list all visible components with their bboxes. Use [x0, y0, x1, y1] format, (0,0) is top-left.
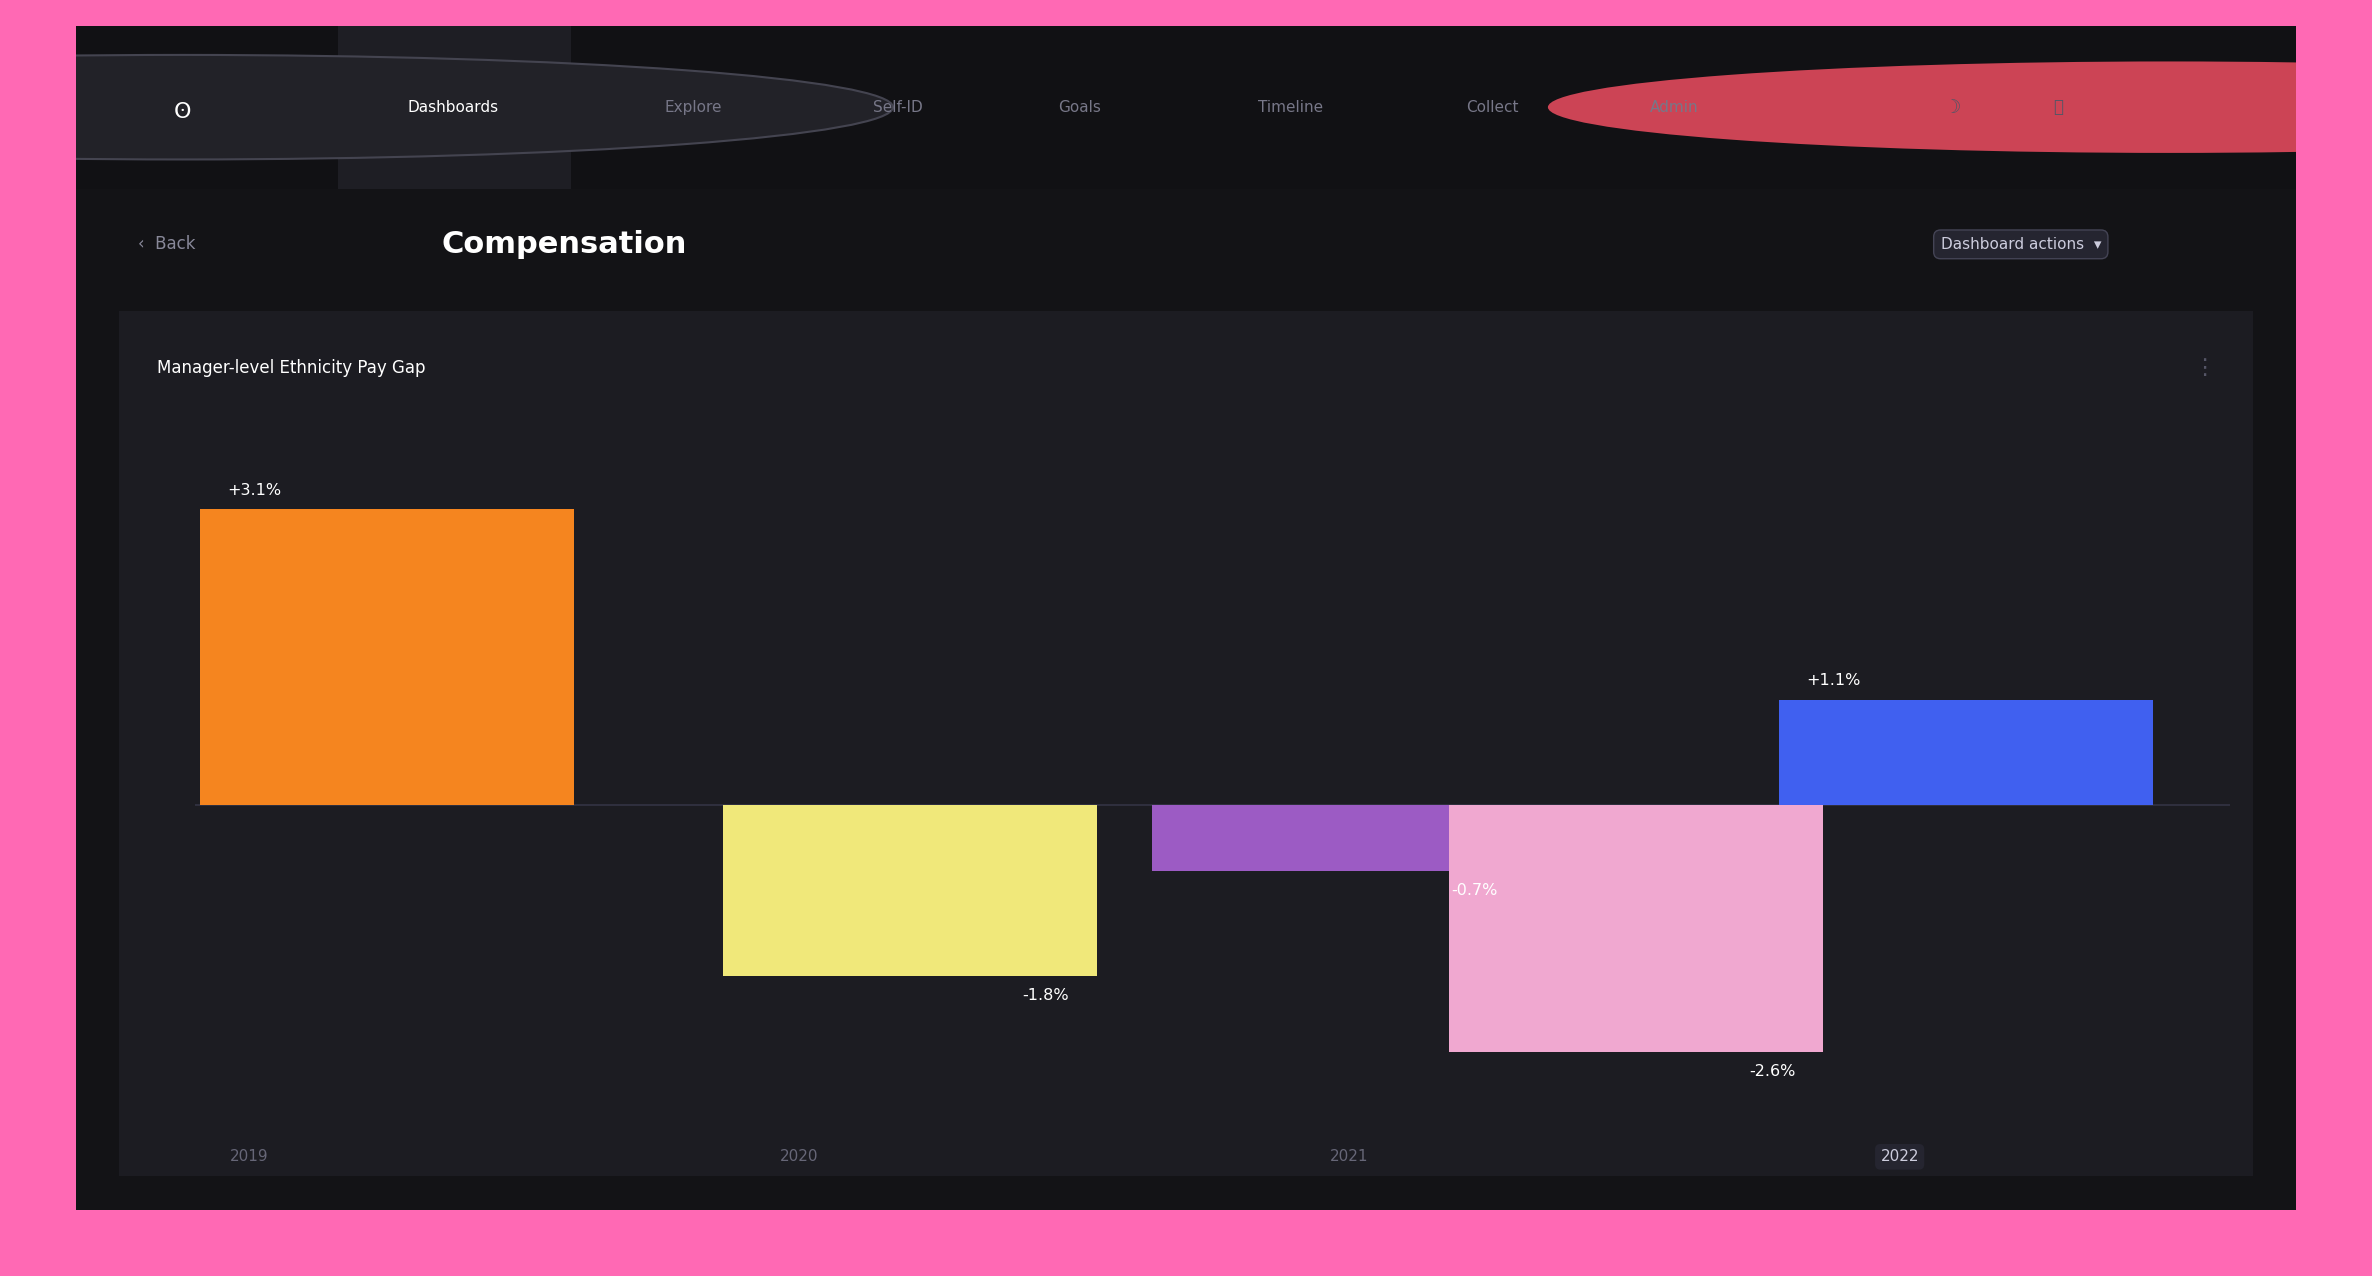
- Text: ⋮: ⋮: [2192, 357, 2215, 378]
- Bar: [723, 805, 1096, 976]
- Text: ʘ: ʘ: [173, 102, 192, 122]
- Text: -1.8%: -1.8%: [1022, 988, 1070, 1003]
- Text: Asian: Asian: [1411, 413, 1445, 426]
- Text: ☽: ☽: [1943, 98, 1962, 116]
- Bar: [1150, 805, 1525, 872]
- Text: 🔔: 🔔: [2054, 98, 2064, 116]
- Text: +1.1%: +1.1%: [1805, 674, 1860, 689]
- Text: Compensation: Compensation: [441, 230, 688, 259]
- Circle shape: [1549, 61, 2372, 153]
- Text: Explore: Explore: [664, 100, 721, 115]
- Text: +3.1%: +3.1%: [228, 482, 282, 498]
- Text: Manager-level Ethnicity Pay Gap: Manager-level Ethnicity Pay Gap: [157, 359, 425, 376]
- Text: -2.6%: -2.6%: [1748, 1064, 1796, 1079]
- Text: Timeline: Timeline: [1257, 100, 1324, 115]
- Bar: [1779, 699, 2154, 805]
- Text: Self-ID: Self-ID: [873, 100, 923, 115]
- FancyBboxPatch shape: [337, 26, 572, 189]
- Circle shape: [0, 55, 892, 160]
- Text: Goals: Goals: [1058, 100, 1101, 115]
- Text: -0.7%: -0.7%: [1452, 883, 1499, 898]
- Text: Black: Black: [1587, 413, 1620, 426]
- Text: Hispanic: Hispanic: [1762, 413, 1812, 426]
- Bar: [199, 509, 574, 805]
- Text: Dashboard actions  ▾: Dashboard actions ▾: [1940, 237, 2102, 251]
- Text: White: White: [2113, 413, 2147, 426]
- Text: Native American: Native American: [1938, 413, 2035, 426]
- Text: Dashboards: Dashboards: [408, 100, 498, 115]
- Text: Admin: Admin: [1651, 100, 1698, 115]
- Text: Collect: Collect: [1466, 100, 1518, 115]
- Text: ‹  Back: ‹ Back: [138, 235, 195, 254]
- Bar: [1449, 805, 1822, 1053]
